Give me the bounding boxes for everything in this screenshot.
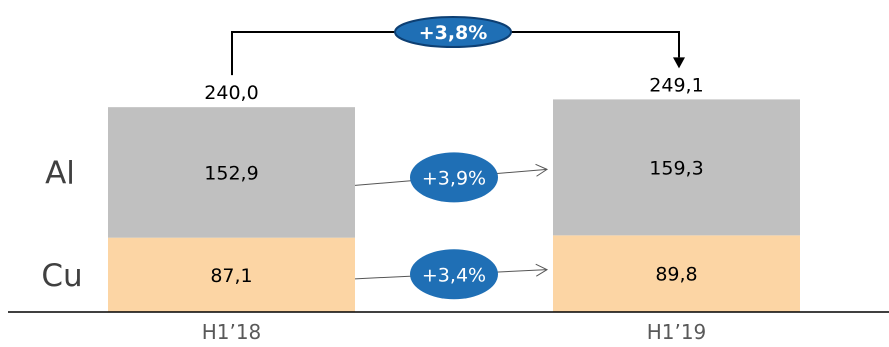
value-label-cu-1: 87,1 (210, 265, 252, 287)
legend-al: Al (45, 155, 75, 191)
total-growth-label: +3,8% (419, 22, 488, 44)
growth-badge-cu (410, 249, 498, 300)
growth-label-cu: +3,4% (422, 264, 486, 286)
growth-label-al: +3,9% (422, 167, 486, 189)
category-label-1: H1’18 (202, 320, 262, 344)
category-label-2: H1’19 (647, 320, 707, 344)
bar-al-1 (108, 107, 355, 238)
total-label-1: 240,0 (204, 82, 258, 104)
total-growth-arrowhead (673, 57, 685, 69)
bar-cu-2 (553, 235, 800, 312)
value-label-cu-2: 89,8 (655, 264, 697, 286)
growth-badge-al (410, 152, 498, 203)
bar-al-2 (553, 99, 800, 236)
value-label-al-2: 159,3 (649, 157, 703, 179)
bar-cu-1 (108, 237, 355, 312)
value-label-al-1: 152,9 (204, 162, 258, 184)
legend-cu: Cu (41, 258, 82, 294)
total-label-2: 249,1 (649, 74, 703, 96)
total-growth-badge (394, 16, 512, 48)
